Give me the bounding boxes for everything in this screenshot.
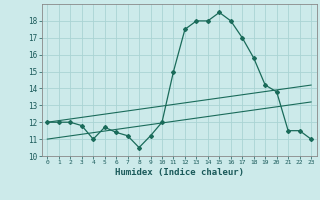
X-axis label: Humidex (Indice chaleur): Humidex (Indice chaleur)	[115, 168, 244, 177]
